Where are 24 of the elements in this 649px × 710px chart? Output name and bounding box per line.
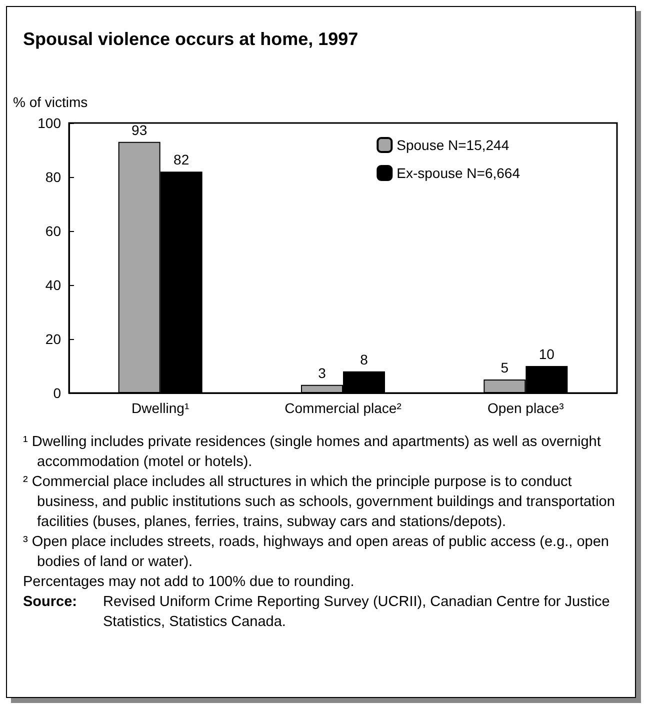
data-label: 3 [318, 364, 326, 381]
data-label: 93 [132, 122, 148, 138]
x-tick-label: Open place³ [488, 400, 564, 416]
y-tick-label: 60 [45, 223, 62, 239]
y-axis-title: % of victims [13, 94, 88, 110]
y-tick-label: 40 [45, 277, 62, 293]
data-label: 10 [538, 346, 555, 362]
x-tick-label: Commercial place² [284, 400, 402, 416]
data-label: 5 [500, 360, 509, 376]
x-tick-label: Dwelling¹ [132, 400, 190, 416]
text: ² Commercial place includes all structures in which the principle purpose is to conduct business, and public institutions such as schools, government buildings and transportation facilities (buses, planes, ferries, trains, subway cars and stations/depots). [23, 473, 616, 532]
y-tick-label: 80 [45, 169, 62, 185]
data-label: 82 [174, 152, 190, 168]
data-label: 8 [360, 351, 368, 368]
legend-label: Ex-spouse N=6,664 [396, 165, 520, 181]
y-tick-label: 20 [45, 331, 62, 347]
y-tick-label: 100 [38, 115, 62, 131]
legend-label: Spouse N=15,244 [396, 137, 510, 153]
text: Source: Revised Uniform Crime Reporting Survey (UCRII), Canadian Centre for Justice Statistics, Statistics Canada. [23, 594, 610, 630]
text: ³ Open place includes streets, roads, highways and open areas of public access (e.g., open bodies of land or water). [23, 533, 610, 572]
text: Percentages may not add to 100% due to rounding. [23, 573, 356, 592]
chart-title: Spousal violence occurs at home, 1997 [23, 29, 358, 50]
y-tick-label: 0 [53, 385, 62, 401]
text: ¹ Dwelling includes private residences (single homes and apartments) as well as overnight accommodation (motel or hotels). [23, 433, 602, 472]
